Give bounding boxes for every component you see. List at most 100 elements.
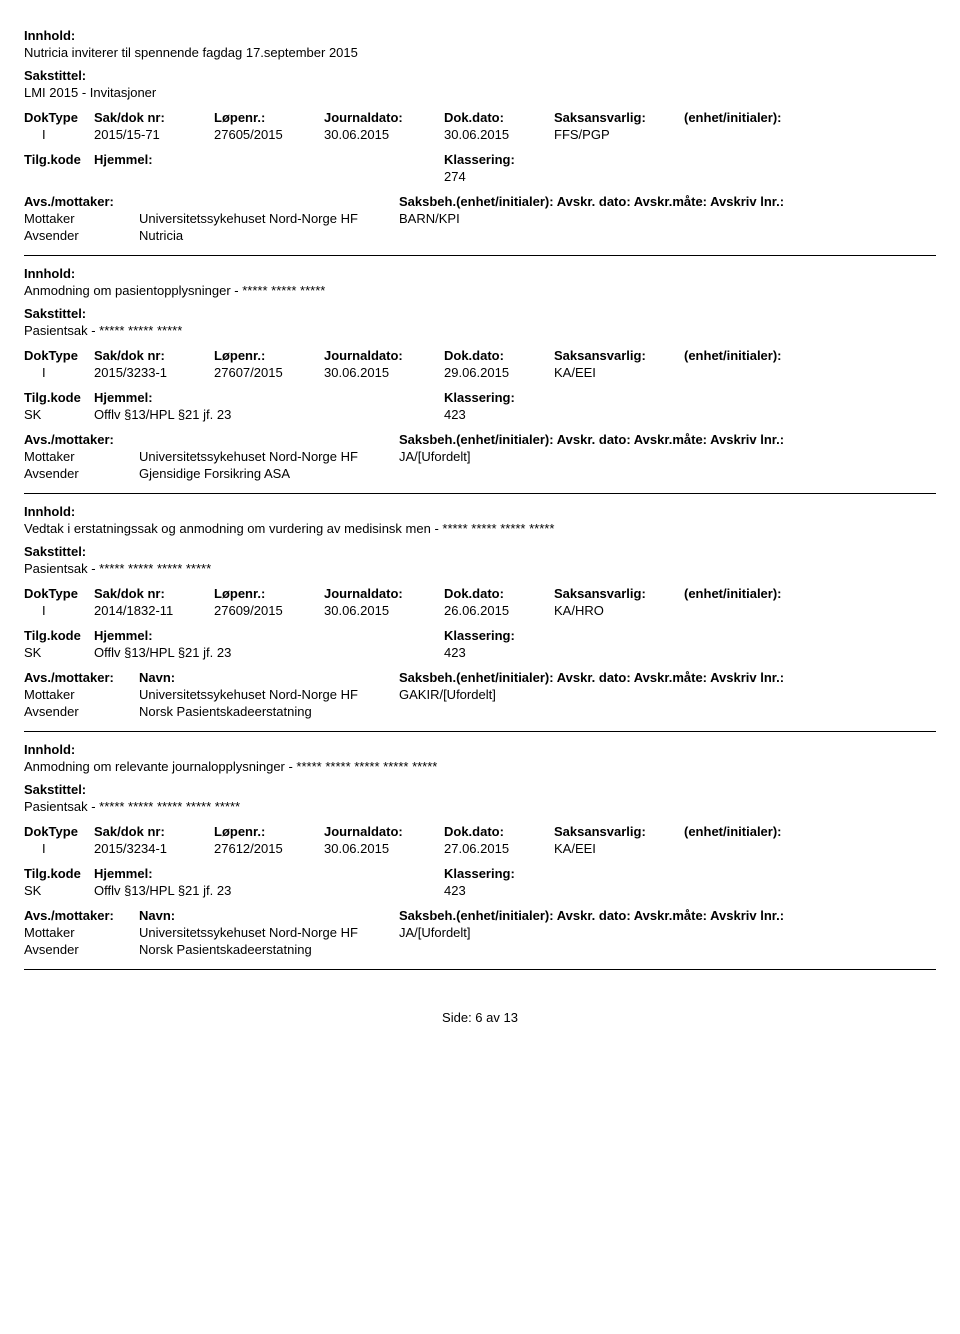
sakstittel-text: Pasientsak - ***** ***** ***** ***** [24,561,936,576]
dokdato-value: 27.06.2015 [444,841,554,856]
lopenr-value: 27605/2015 [214,127,324,142]
col-lopenr-header: Løpenr.: [214,110,324,125]
mottaker-row: Mottaker Universitetssykehuset Nord-Norg… [24,211,936,226]
mottaker-row: Mottaker Universitetssykehuset Nord-Norg… [24,925,936,940]
page-indicator: Side: 6 av 13 [442,1010,518,1025]
col-journald-header: Journaldato: [324,110,444,125]
avsender-name: Nutricia [139,228,399,243]
mottaker-role: Mottaker [24,687,139,702]
avs-header-row: Avs./mottaker: Navn: Saksbeh.(enhet/init… [24,908,936,923]
dokdato-value: 30.06.2015 [444,127,554,142]
journal-entry: Innhold: Anmodning om relevante journalo… [24,742,936,970]
avsender-name: Norsk Pasientskadeerstatning [139,704,399,719]
col-doktype-header: DokType [24,110,94,125]
doktype-value: I [24,841,94,856]
mottaker-handler: JA/[Ufordelt] [399,925,599,940]
sakstittel-label: Sakstittel: [24,68,936,83]
mottaker-handler: GAKIR/[Ufordelt] [399,687,599,702]
mottaker-name: Universitetssykehuset Nord-Norge HF [139,211,399,226]
mottaker-handler: JA/[Ufordelt] [399,449,599,464]
saksansvarlig-value: KA/HRO [554,603,684,618]
col-enhet-header: (enhet/initialer): [684,348,834,363]
col-journald-header: Journaldato: [324,824,444,839]
innhold-label: Innhold: [24,742,936,757]
hjemmel-value: Offlv §13/HPL §21 jf. 23 [94,645,354,660]
sakstittel-text: Pasientsak - ***** ***** ***** ***** ***… [24,799,936,814]
klassering-value: 423 [444,645,644,660]
hjemmel-data-row: SK Offlv §13/HPL §21 jf. 23 423 [24,883,936,898]
sakdok-value: 2015/15-71 [94,127,214,142]
hjemmel-data-row: 274 [24,169,936,184]
col-hjemmel-header: Hjemmel: [94,628,354,643]
col-enhet-header: (enhet/initialer): [684,824,834,839]
hjemmel-data-row: SK Offlv §13/HPL §21 jf. 23 423 [24,407,936,422]
col-hjemmel-header: Hjemmel: [94,152,354,167]
doktype-value: I [24,365,94,380]
hjemmel-value [94,169,354,184]
navn-header: Navn: [139,908,239,923]
col-doktype-header: DokType [24,348,94,363]
meta-header-row: DokType Sak/dok nr: Løpenr.: Journaldato… [24,110,936,125]
hjemmel-value: Offlv §13/HPL §21 jf. 23 [94,407,354,422]
mottaker-handler: BARN/KPI [399,211,599,226]
saksbeh-header: Saksbeh.(enhet/initialer): Avskr. dato: … [399,908,859,923]
col-enhet-header: (enhet/initialer): [684,110,834,125]
avsender-name: Norsk Pasientskadeerstatning [139,942,399,957]
sakdok-value: 2014/1832-11 [94,603,214,618]
mottaker-name: Universitetssykehuset Nord-Norge HF [139,449,399,464]
mottaker-name: Universitetssykehuset Nord-Norge HF [139,687,399,702]
meta-data-row: I 2015/3233-1 27607/2015 30.06.2015 29.0… [24,365,936,380]
saksansvarlig-value: FFS/PGP [554,127,684,142]
meta-header-row: DokType Sak/dok nr: Løpenr.: Journaldato… [24,824,936,839]
lopenr-value: 27607/2015 [214,365,324,380]
hjemmel-header-row: Tilg.kode Hjemmel: Klassering: [24,866,936,881]
col-klassering-header: Klassering: [444,152,644,167]
avsender-role: Avsender [24,228,139,243]
avsender-name: Gjensidige Forsikring ASA [139,466,399,481]
journal-entry: Innhold: Vedtak i erstatningssak og anmo… [24,504,936,732]
sakstittel-label: Sakstittel: [24,782,936,797]
col-hjemmel-header: Hjemmel: [94,866,354,881]
journaldato-value: 30.06.2015 [324,365,444,380]
sakdok-value: 2015/3233-1 [94,365,214,380]
dokdato-value: 26.06.2015 [444,603,554,618]
saksbeh-header: Saksbeh.(enhet/initialer): Avskr. dato: … [399,432,859,447]
col-sakdok-header: Sak/dok nr: [94,110,214,125]
col-klassering-header: Klassering: [444,866,644,881]
mottaker-row: Mottaker Universitetssykehuset Nord-Norg… [24,449,936,464]
doktype-value: I [24,603,94,618]
avsmottaker-header: Avs./mottaker: [24,670,139,685]
col-sakdok-header: Sak/dok nr: [94,348,214,363]
journal-entry: Innhold: Nutricia inviterer til spennend… [24,28,936,256]
hjemmel-value: Offlv §13/HPL §21 jf. 23 [94,883,354,898]
col-dokdato-header: Dok.dato: [444,110,554,125]
col-klassering-header: Klassering: [444,390,644,405]
tilgkode-value: SK [24,407,94,422]
avsmottaker-header: Avs./mottaker: [24,432,139,447]
innhold-label: Innhold: [24,504,936,519]
hjemmel-header-row: Tilg.kode Hjemmel: Klassering: [24,390,936,405]
col-klassering-header: Klassering: [444,628,644,643]
hjemmel-header-row: Tilg.kode Hjemmel: Klassering: [24,152,936,167]
mottaker-role: Mottaker [24,925,139,940]
avs-header-row: Avs./mottaker: Navn: Saksbeh.(enhet/init… [24,194,936,209]
col-sakdok-header: Sak/dok nr: [94,824,214,839]
meta-data-row: I 2015/3234-1 27612/2015 30.06.2015 27.0… [24,841,936,856]
col-hjemmel-header: Hjemmel: [94,390,354,405]
col-tilgkode-header: Tilg.kode [24,866,94,881]
page-footer: Side: 6 av 13 [24,1010,936,1025]
hjemmel-data-row: SK Offlv §13/HPL §21 jf. 23 423 [24,645,936,660]
meta-data-row: I 2014/1832-11 27609/2015 30.06.2015 26.… [24,603,936,618]
saksansvarlig-value: KA/EEI [554,841,684,856]
col-saksansv-header: Saksansvarlig: [554,110,684,125]
innhold-text: Nutricia inviterer til spennende fagdag … [24,45,936,60]
innhold-label: Innhold: [24,28,936,43]
col-dokdato-header: Dok.dato: [444,824,554,839]
navn-header: Navn: [139,670,239,685]
avsender-role: Avsender [24,942,139,957]
sakstittel-label: Sakstittel: [24,544,936,559]
sakdok-value: 2015/3234-1 [94,841,214,856]
avsender-row: Avsender Nutricia [24,228,936,243]
mottaker-row: Mottaker Universitetssykehuset Nord-Norg… [24,687,936,702]
mottaker-role: Mottaker [24,211,139,226]
